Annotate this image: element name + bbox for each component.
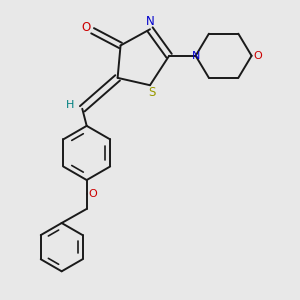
Text: S: S — [149, 86, 156, 99]
Text: O: O — [82, 21, 91, 34]
Text: N: N — [191, 51, 200, 61]
Text: H: H — [66, 100, 75, 110]
Text: O: O — [89, 189, 98, 199]
Text: O: O — [253, 51, 262, 61]
Text: N: N — [146, 14, 154, 28]
